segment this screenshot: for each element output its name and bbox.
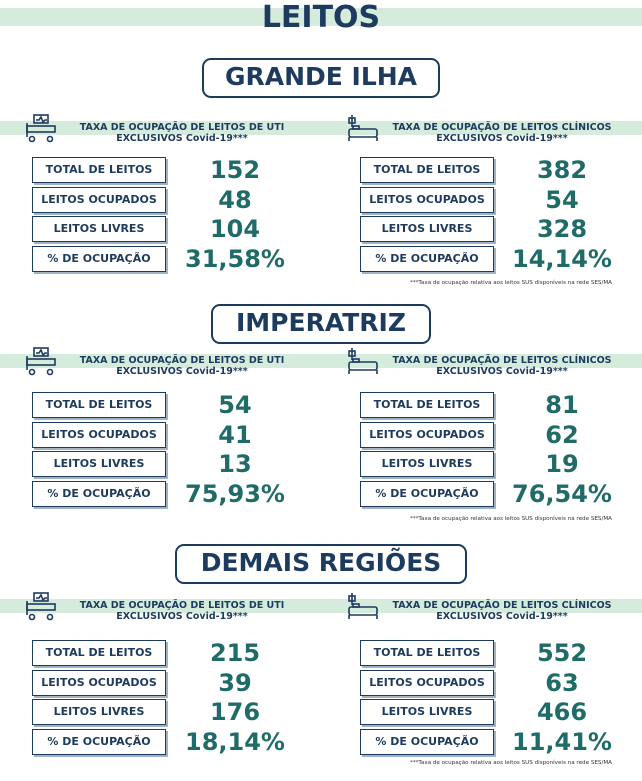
page-title: LEITOS xyxy=(261,0,381,35)
icu-bed-icon xyxy=(26,347,56,376)
title-band xyxy=(0,8,642,26)
row-value: 328 xyxy=(536,215,588,243)
panel-title: TAXA DE OCUPAÇÃO DE LEITOS CLÍNICOS xyxy=(392,355,612,366)
row-label: TOTAL DE LEITOS xyxy=(32,640,166,666)
panel-title: EXCLUSIVOS Covid-19*** xyxy=(116,366,248,377)
row-label: LEITOS OCUPADOS xyxy=(360,421,494,448)
region-title: IMPERATRIZ xyxy=(211,304,431,344)
clinic-bed-icon xyxy=(348,593,378,619)
row-label: LEITOS OCUPADOS xyxy=(32,669,166,696)
row-value: 76,54% xyxy=(512,479,612,508)
panel-title: TAXA DE OCUPAÇÃO DE LEITOS DE UTI xyxy=(79,355,285,366)
icu-bed-icon xyxy=(26,114,56,143)
row-label: LEITOS LIVRES xyxy=(32,216,166,242)
clinic-bed-icon xyxy=(348,348,378,374)
row-value: 41 xyxy=(218,420,252,449)
region-title: DEMAIS REGIÕES xyxy=(175,544,467,584)
row-value: 104 xyxy=(209,215,261,243)
footnote: ***Taxa de ocupação relativa aos leitos … xyxy=(410,280,612,286)
panel-title: TAXA DE OCUPAÇÃO DE LEITOS DE UTI xyxy=(79,122,285,133)
row-label: % DE OCUPAÇÃO xyxy=(32,728,166,755)
row-label: TOTAL DE LEITOS xyxy=(32,392,166,418)
row-value: 81 xyxy=(545,391,579,419)
row-value: 54 xyxy=(545,185,579,214)
panel-title: TAXA DE OCUPAÇÃO DE LEITOS CLÍNICOS xyxy=(392,600,612,611)
row-value: 63 xyxy=(545,668,579,697)
region-title: GRANDE ILHA xyxy=(202,58,440,98)
panel-title: EXCLUSIVOS Covid-19*** xyxy=(436,133,568,144)
row-value: 18,14% xyxy=(185,727,285,756)
row-value: 75,93% xyxy=(185,479,285,508)
row-label: LEITOS OCUPADOS xyxy=(360,186,494,213)
row-label: % DE OCUPAÇÃO xyxy=(32,245,166,272)
row-label: TOTAL DE LEITOS xyxy=(360,157,494,183)
row-value: 152 xyxy=(209,156,261,184)
row-label: TOTAL DE LEITOS xyxy=(360,392,494,418)
panel-title: EXCLUSIVOS Covid-19*** xyxy=(436,366,568,377)
row-value: 31,58% xyxy=(185,244,285,273)
panel-title-band xyxy=(0,354,642,368)
footnote: ***Taxa de ocupação relativa aos leitos … xyxy=(410,516,612,522)
row-label: % DE OCUPAÇÃO xyxy=(360,245,494,272)
row-value: 552 xyxy=(536,639,588,667)
clinic-bed-icon xyxy=(348,115,378,141)
row-label: % DE OCUPAÇÃO xyxy=(32,480,166,507)
panel-title: TAXA DE OCUPAÇÃO DE LEITOS CLÍNICOS xyxy=(392,122,612,133)
row-value: 176 xyxy=(209,698,261,726)
panel-title-band xyxy=(0,599,642,613)
row-value: 14,14% xyxy=(512,244,612,273)
footnote: ***Taxa de ocupação relativa aos leitos … xyxy=(410,760,612,766)
row-label: LEITOS OCUPADOS xyxy=(32,186,166,213)
row-label: LEITOS OCUPADOS xyxy=(32,421,166,448)
row-value: 54 xyxy=(218,391,252,419)
panel-title: EXCLUSIVOS Covid-19*** xyxy=(436,611,568,622)
row-label: % DE OCUPAÇÃO xyxy=(360,480,494,507)
row-value: 215 xyxy=(209,639,261,667)
row-value: 11,41% xyxy=(512,727,612,756)
row-label: TOTAL DE LEITOS xyxy=(32,157,166,183)
row-value: 62 xyxy=(545,420,579,449)
panel-title: EXCLUSIVOS Covid-19*** xyxy=(116,611,248,622)
row-label: LEITOS LIVRES xyxy=(360,699,494,725)
row-label: LEITOS OCUPADOS xyxy=(360,669,494,696)
row-value: 13 xyxy=(218,450,252,478)
row-label: TOTAL DE LEITOS xyxy=(360,640,494,666)
panel-title-band xyxy=(0,121,642,135)
row-value: 466 xyxy=(536,698,588,726)
row-label: LEITOS LIVRES xyxy=(360,216,494,242)
row-label: LEITOS LIVRES xyxy=(360,451,494,477)
icu-bed-icon xyxy=(26,592,56,621)
row-value: 19 xyxy=(545,450,579,478)
row-label: LEITOS LIVRES xyxy=(32,451,166,477)
row-label: LEITOS LIVRES xyxy=(32,699,166,725)
row-value: 39 xyxy=(218,668,252,697)
panel-title: EXCLUSIVOS Covid-19*** xyxy=(116,133,248,144)
row-value: 48 xyxy=(218,185,252,214)
row-value: 382 xyxy=(536,156,588,184)
panel-title: TAXA DE OCUPAÇÃO DE LEITOS DE UTI xyxy=(79,600,285,611)
row-label: % DE OCUPAÇÃO xyxy=(360,728,494,755)
